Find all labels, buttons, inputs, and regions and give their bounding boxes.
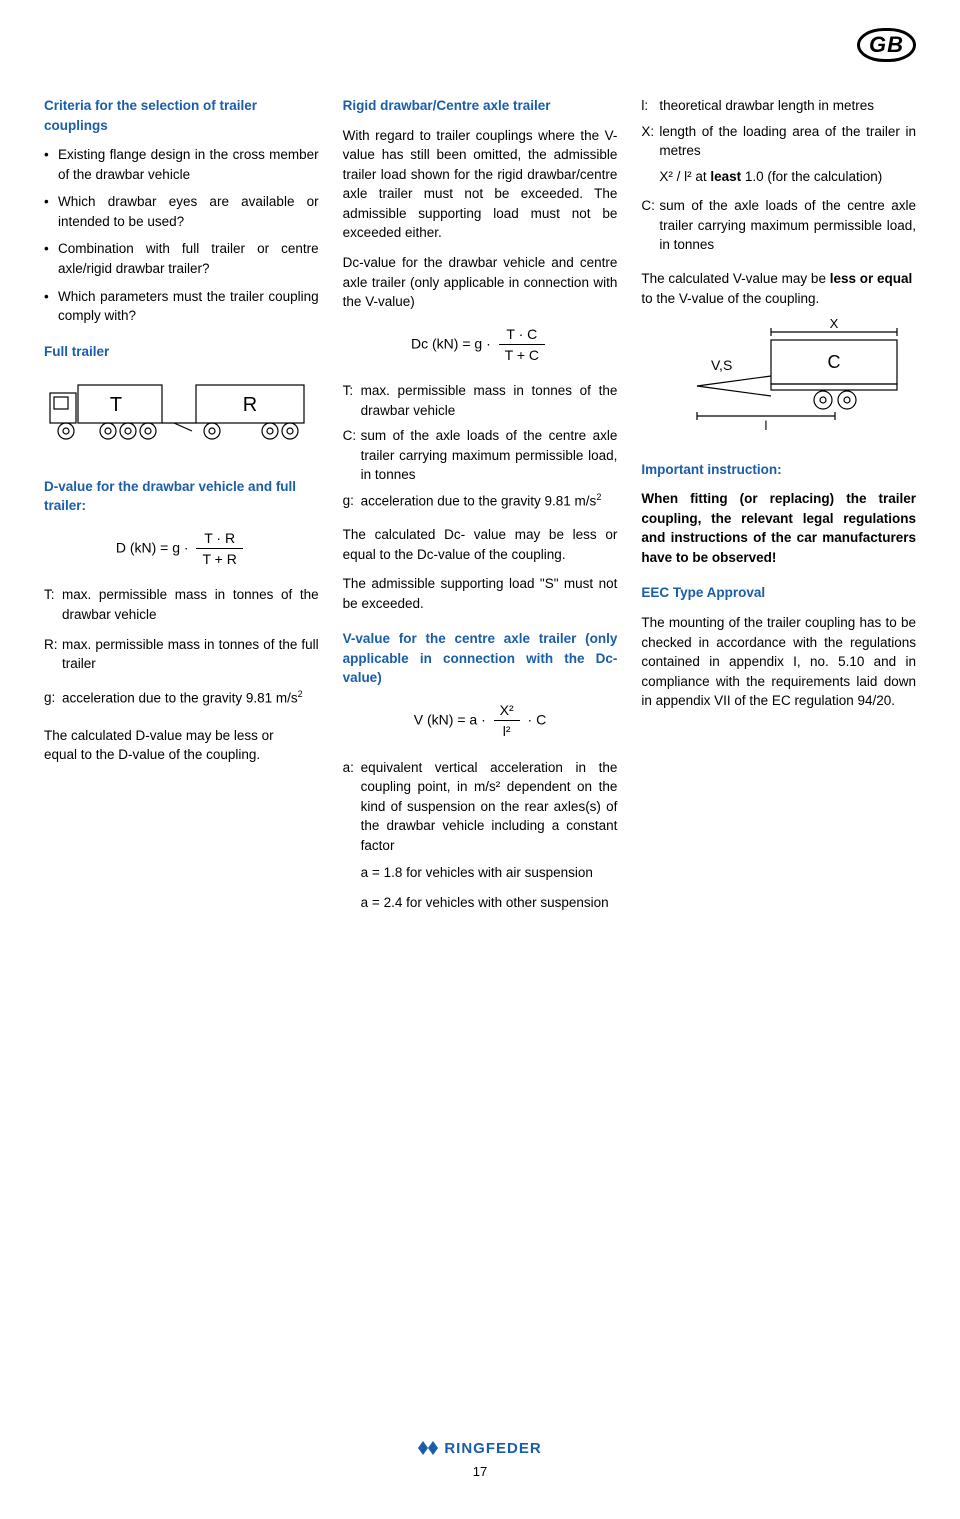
svg-text:X: X <box>830 318 839 331</box>
x-definition: X: length of the loading area of the tra… <box>641 122 916 161</box>
criteria-heading: Criteria for the selection of trailer co… <box>44 96 319 135</box>
important-body: When fitting (or replacing) the trailer … <box>641 489 916 567</box>
v-rhs: · C <box>528 712 547 728</box>
v-note: The calculated V-value may be less or eq… <box>641 269 916 308</box>
eec-heading: EEC Type Approval <box>641 583 916 603</box>
c-definition: C: sum of the axle loads of the centre a… <box>343 426 618 485</box>
page-number: 17 <box>0 1464 960 1479</box>
l-definition: l: theoretical drawbar length in metres <box>641 96 916 116</box>
dc-note-2: The admissible supporting load "S" must … <box>343 574 618 613</box>
gb-badge: GB <box>857 28 916 62</box>
rigid-para-2: Dc-value for the drawbar vehicle and cen… <box>343 253 618 312</box>
brand-logo: RINGFEDER <box>418 1440 541 1457</box>
g2-definition: g: acceleration due to the gravity 9.81 … <box>343 491 618 511</box>
a24: a = 2.4 for vehicles with other suspensi… <box>361 893 618 913</box>
svg-text:T: T <box>110 394 122 416</box>
d-formula: D (kN) = g · T · R T + R <box>44 528 319 570</box>
dvalue-heading: D-value for the drawbar vehicle and full… <box>44 477 319 516</box>
a18: a = 1.8 for vehicles with air suspension <box>361 863 618 883</box>
criteria-list: Existing flange design in the cross memb… <box>44 145 319 326</box>
svg-text:l: l <box>765 418 768 433</box>
vvalue-heading: V-value for the centre axle trailer (onl… <box>343 629 618 688</box>
v-lhs: V (kN) = a · <box>414 712 486 728</box>
brand-text: RINGFEDER <box>444 1440 541 1457</box>
t-definition: T: max. permissible mass in tonnes of th… <box>44 585 319 624</box>
rigid-heading: Rigid drawbar/Centre axle trailer <box>343 96 618 116</box>
svg-text:C: C <box>828 352 841 372</box>
t2-definition: T: max. permissible mass in tonnes of th… <box>343 381 618 420</box>
x-ratio: X² / l² at least 1.0 (for the calculatio… <box>659 167 916 187</box>
column-2: Rigid drawbar/Centre axle trailer With r… <box>343 96 618 923</box>
list-item: Which parameters must the trailer coupli… <box>44 287 319 326</box>
important-heading: Important instruction: <box>641 460 916 480</box>
list-item: Combination with full trailer or centre … <box>44 239 319 278</box>
g-definition: g: acceleration due to the gravity 9.81 … <box>44 688 319 708</box>
d-lhs: D (kN) = g · <box>116 539 189 555</box>
dc-note-1: The calculated Dc- value may be less or … <box>343 525 618 564</box>
eec-body: The mounting of the trailer coupling has… <box>641 613 916 711</box>
rigid-para-1: With regard to trailer couplings where t… <box>343 126 618 243</box>
ringfeder-icon <box>418 1441 438 1455</box>
dc-formula: Dc (kN) = g · T · C T + C <box>343 324 618 366</box>
v-denominator: l² <box>494 721 520 741</box>
column-3: l: theoretical drawbar length in metres … <box>641 96 916 923</box>
truck-full-trailer-diagram: T R <box>44 371 314 455</box>
v-formula: V (kN) = a · X² l² · C <box>343 700 618 742</box>
footer: RINGFEDER 17 <box>0 1440 960 1480</box>
centre-axle-diagram: X C V,S l <box>641 318 916 444</box>
d-numerator: T · R <box>196 528 242 549</box>
d-note: The calculated D-value may be less or eq… <box>44 726 319 765</box>
list-item: Existing flange design in the cross memb… <box>44 145 319 184</box>
column-1: Criteria for the selection of trailer co… <box>44 96 319 923</box>
a-definition: a: equivalent vertical acceleration in t… <box>343 758 618 856</box>
r-definition: R: max. permissible mass in tonnes of th… <box>44 635 319 674</box>
svg-text:V,S: V,S <box>711 357 732 373</box>
list-item: Which drawbar eyes are available or inte… <box>44 192 319 231</box>
dc-numerator: T · C <box>499 324 545 345</box>
dc-lhs: Dc (kN) = g · <box>411 335 491 351</box>
full-trailer-heading: Full trailer <box>44 342 319 362</box>
d-denominator: T + R <box>196 549 242 569</box>
c3-definition: C: sum of the axle loads of the centre a… <box>641 196 916 255</box>
svg-text:R: R <box>243 394 257 416</box>
dc-denominator: T + C <box>499 345 545 365</box>
content-columns: Criteria for the selection of trailer co… <box>44 96 916 923</box>
v-numerator: X² <box>494 700 520 721</box>
